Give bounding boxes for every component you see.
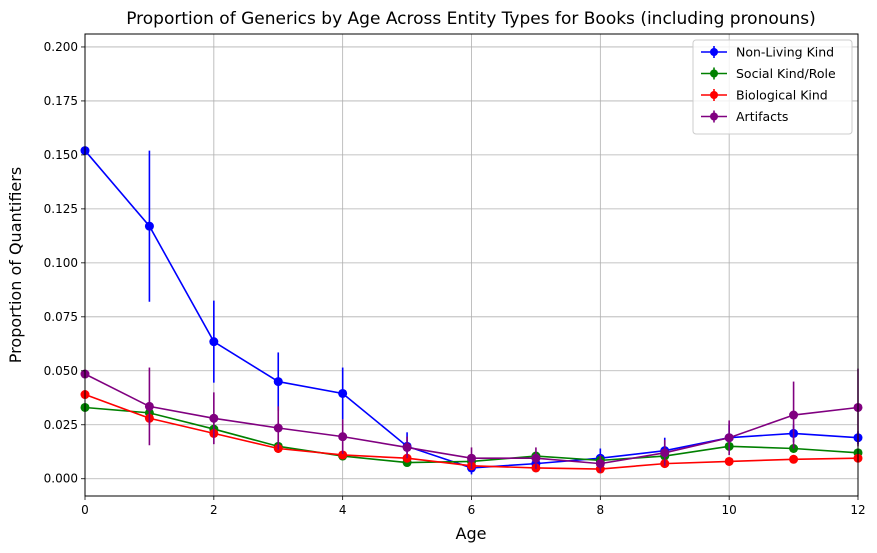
x-tick-label: 12 [850,503,865,517]
x-tick-label: 0 [81,503,89,517]
y-axis-label: Proportion of Quantifiers [6,167,25,363]
axis-ticks: 0 2 4 6 8 10 12 0.000 0.025 0.050 0.075 0.100 0.125 0… [44,40,866,517]
data-point [531,453,541,463]
legend-item: Biological Kind [701,88,828,103]
legend-item: Non-Living Kind [701,45,834,60]
legend-label: Artifacts [736,109,788,124]
y-tick-label: 0.025 [44,418,78,432]
legend-label: Biological Kind [736,88,828,103]
data-point [144,221,154,231]
y-tick-label: 0.000 [44,472,78,486]
data-point [660,448,670,458]
legend-label: Non-Living Kind [736,45,834,60]
data-point [273,423,283,433]
legend-item: Artifacts [701,109,788,124]
y-tick-label: 0.150 [44,148,78,162]
series-layer [80,146,863,475]
y-tick-label: 0.100 [44,256,78,270]
y-tick-label: 0.050 [44,364,78,378]
y-tick-label: 0.125 [44,202,78,216]
x-tick-label: 4 [339,503,347,517]
data-point [273,377,283,387]
data-point [402,442,412,452]
legend-marker [710,91,718,99]
y-tick-label: 0.200 [44,40,78,54]
data-point [338,450,348,460]
legend-label: Social Kind/Role [736,66,836,81]
data-point [338,432,348,442]
legend-marker [710,112,718,121]
data-point [724,433,734,443]
legend: Non-Living Kind Social Kind/Role Biologica… [692,39,853,135]
legend-marker [710,69,718,78]
data-point [144,401,154,411]
x-tick-label: 2 [210,503,218,517]
data-point [467,453,476,463]
x-tick-label: 6 [468,503,476,517]
data-point [209,337,219,347]
data-point [209,413,219,423]
data-point [595,459,605,469]
legend-item: Social Kind/Role [701,66,836,81]
x-axis-label: Age [456,524,487,543]
y-tick-label: 0.175 [44,94,78,108]
data-point [789,410,799,420]
legend-box [692,39,853,135]
y-tick-label: 0.075 [44,310,78,324]
x-tick-label: 10 [722,503,737,517]
x-tick-label: 8 [597,503,605,517]
data-point [338,388,348,398]
data-point [789,454,799,464]
chart-title: Proportion of Generics by Age Across Ent… [126,9,816,29]
data-point [724,456,734,466]
legend-marker [710,48,718,56]
